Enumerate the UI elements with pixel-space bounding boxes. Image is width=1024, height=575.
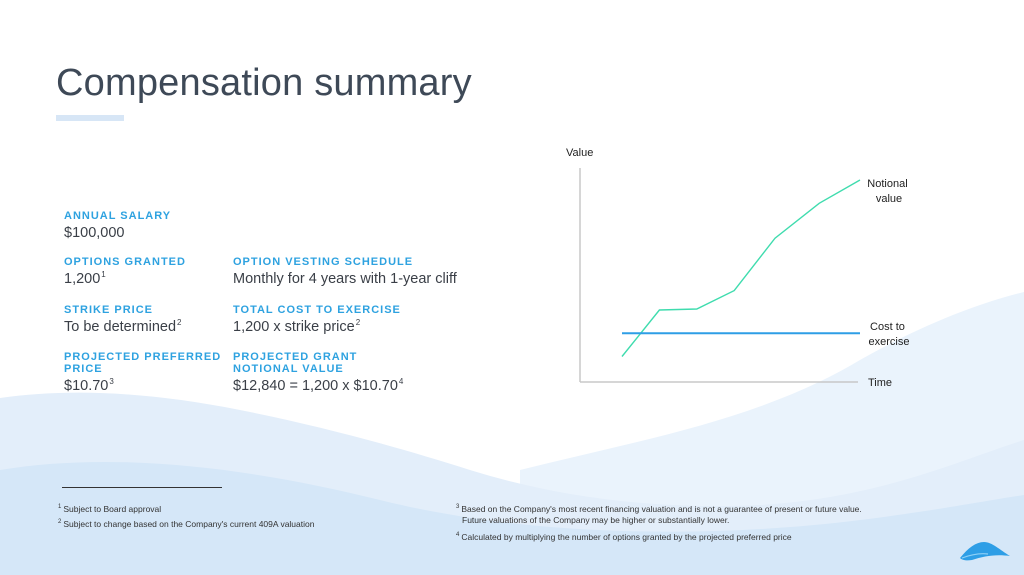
y-axis-label: Value <box>566 147 593 159</box>
footnote-ref: 4 <box>398 377 404 387</box>
vesting-schedule-value: Monthly for 4 years with 1-year cliff <box>233 271 457 287</box>
footnote-ref: 3 <box>109 377 114 387</box>
footnote-ref: 1 <box>101 270 106 280</box>
strike-price-field: STRIKE PRICE To be determined2 <box>64 304 182 336</box>
projected-preferred-value: $10.703 <box>64 377 114 394</box>
notional-value-label: Notional value <box>867 178 910 205</box>
x-axis-label: Time <box>868 377 892 389</box>
options-granted-value: 1,2001 <box>64 270 106 287</box>
footnote-rule <box>62 487 222 488</box>
cost-to-exercise-label: Cost to exercise <box>869 321 910 348</box>
projected-grant-value: $12,840 = 1,200 x $10.704 <box>233 377 404 394</box>
total-cost-value: 1,200 x strike price2 <box>233 318 361 335</box>
options-granted-label: OPTIONS GRANTED <box>64 256 186 268</box>
annual-salary-label: ANNUAL SALARY <box>64 210 172 222</box>
projected-preferred-field: PROJECTED PREFERRED PRICE $10.703 <box>64 351 224 395</box>
total-cost-label: TOTAL COST TO EXERCISE <box>233 304 401 316</box>
vesting-schedule-field: OPTION VESTING SCHEDULE Monthly for 4 ye… <box>233 256 457 288</box>
options-granted-field: OPTIONS GRANTED 1,2001 <box>64 256 186 288</box>
footnote-ref: 2 <box>355 318 361 328</box>
strike-price-label: STRIKE PRICE <box>64 304 154 316</box>
projected-grant-label: PROJECTED GRANT NOTIONAL VALUE <box>233 351 358 375</box>
background-wave-bottom <box>0 461 1024 575</box>
title-underline <box>56 115 124 121</box>
page-title: Compensation summary <box>56 62 472 104</box>
footnote-3: 3 Based on the Company's most recent fina… <box>456 504 862 525</box>
footnote-4: 4 Calculated by multiplying the number of… <box>456 532 792 542</box>
projected-grant-field: PROJECTED GRANT NOTIONAL VALUE $12,840 =… <box>233 351 403 395</box>
footnote-2: 2 Subject to change based on the Company'… <box>58 519 315 529</box>
vesting-schedule-label: OPTION VESTING SCHEDULE <box>233 256 414 268</box>
value-chart: Value Time Notional value Cost to exerci… <box>566 147 910 389</box>
footnote-1: 1 Subject to Board approval <box>58 504 162 514</box>
strike-price-value: To be determined2 <box>64 318 182 335</box>
annual-salary-value: $100,000 <box>64 225 125 241</box>
company-logo-icon <box>960 542 1010 561</box>
total-cost-field: TOTAL COST TO EXERCISE 1,200 x strike pr… <box>233 304 401 336</box>
notional-value-line <box>621 179 861 357</box>
footnote-ref: 2 <box>177 318 182 328</box>
projected-preferred-label: PROJECTED PREFERRED PRICE <box>64 351 222 375</box>
annual-salary-field: ANNUAL SALARY $100,000 <box>64 210 171 242</box>
